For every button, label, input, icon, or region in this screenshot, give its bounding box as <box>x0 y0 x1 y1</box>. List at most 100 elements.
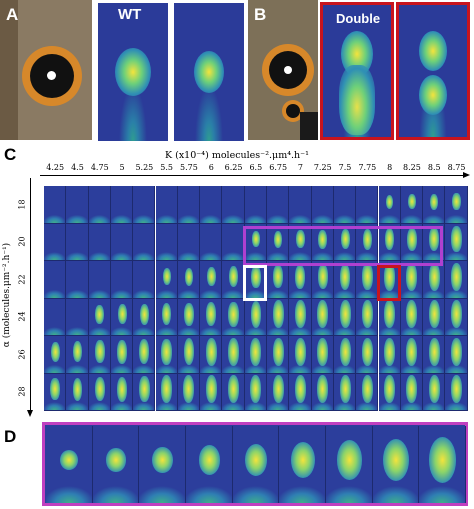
grid-cell <box>133 373 156 411</box>
white-highlight-box <box>243 265 267 301</box>
grid-cell <box>66 336 89 374</box>
panel-d-cell <box>326 426 373 503</box>
grid-cell-spot <box>361 263 373 291</box>
grid-cell <box>200 261 223 299</box>
grid-cell-spot <box>116 376 128 402</box>
grid-cell-spot <box>161 303 172 326</box>
panel-d-spot <box>106 448 126 472</box>
grid-cell-spot <box>384 300 396 329</box>
grid-cell-spot <box>272 300 284 329</box>
grid-cell-spot <box>384 262 396 291</box>
grid-cell <box>445 298 468 336</box>
grid-cell <box>311 373 334 411</box>
y-tick-label: 18 <box>17 199 27 210</box>
panel-d-cell <box>419 426 466 503</box>
grid-cell-spot <box>184 302 194 326</box>
grid-cell-spot <box>139 303 149 325</box>
panel-a-label: A <box>6 5 19 24</box>
grid-cell <box>333 223 357 261</box>
grid-cell-spot <box>428 262 440 291</box>
double-sim-1-spot-stem <box>339 65 375 135</box>
grid-cell <box>356 298 379 336</box>
grid-cell <box>200 186 223 224</box>
grid-cell <box>423 298 446 336</box>
grid-cell-spot <box>94 377 105 402</box>
panel-d-spot <box>382 438 410 482</box>
x-tick-label: 8 <box>387 163 393 172</box>
grid-cell <box>88 223 111 261</box>
grid-cell-spot <box>117 304 127 325</box>
grid-cell <box>177 186 201 224</box>
grid-cell-spot <box>361 337 373 366</box>
x-tick-label: 4.75 <box>90 163 109 172</box>
panel-d-cell <box>186 426 233 503</box>
grid-cell <box>155 373 178 411</box>
grid-cell <box>311 298 334 336</box>
x-tick-label: 5 <box>119 163 125 172</box>
grid-cell <box>88 373 111 411</box>
grid-cell <box>378 336 401 374</box>
panel-d-spot <box>152 446 173 474</box>
grid-cell <box>445 336 468 374</box>
grid-cell-spot <box>406 337 418 366</box>
grid-cell <box>244 223 267 261</box>
grid-cell <box>289 261 312 299</box>
grid-cell-spot <box>205 375 217 404</box>
eyespot-center <box>47 71 56 80</box>
grid-cell-spot <box>274 230 283 248</box>
y-tick-label: 28 <box>17 386 27 397</box>
grid-cell <box>423 186 446 224</box>
grid-cell <box>110 186 134 224</box>
grid-cell-spot <box>406 300 418 329</box>
panel-c-label: C <box>4 145 17 164</box>
grid-cell <box>222 336 245 374</box>
grid-cell <box>155 186 178 224</box>
grid-cell <box>289 298 312 336</box>
grid-cell-spot <box>272 375 284 404</box>
double-sim-1 <box>320 2 394 140</box>
grid-cell <box>400 186 424 224</box>
grid-cell-spot <box>161 338 172 365</box>
wing-edge <box>0 0 18 140</box>
grid-cell <box>110 373 134 411</box>
x-tick-label: 7.25 <box>313 163 332 172</box>
panel-b-label: B <box>254 5 267 24</box>
y-axis-line <box>30 178 31 410</box>
panel-a-wing-photo <box>0 0 92 140</box>
panel-d-spot <box>60 450 79 470</box>
grid-cell <box>66 223 89 261</box>
eyespot-center <box>284 66 292 74</box>
y-tick-label: 22 <box>17 274 27 285</box>
grid-cell-spot <box>94 340 105 364</box>
grid-cell-spot <box>429 227 440 252</box>
grid-cell-spot <box>385 194 394 209</box>
grid-cell-spot <box>228 266 239 287</box>
double-label: Double <box>336 11 381 26</box>
grid-cell <box>222 223 245 261</box>
grid-cell <box>378 298 401 336</box>
grid-cell-spot <box>228 337 240 366</box>
x-tick-label: 7.5 <box>338 163 352 172</box>
grid-cell <box>177 261 201 299</box>
grid-cell-spot <box>184 267 194 286</box>
grid-cell-spot <box>384 228 395 251</box>
grid-cell-spot <box>50 378 60 401</box>
grid-cell <box>155 261 178 299</box>
grid-cell <box>400 373 424 411</box>
wt-sim-2 <box>174 3 244 141</box>
grid-cell <box>267 336 290 374</box>
grid-cell <box>110 223 134 261</box>
grid-cell <box>445 223 468 261</box>
grid-cell <box>44 186 67 224</box>
grid-cell-spot <box>251 265 261 288</box>
grid-cell <box>133 261 156 299</box>
grid-cell-spot <box>340 229 350 250</box>
red-highlight-box <box>377 265 401 301</box>
grid-cell <box>267 186 290 224</box>
grid-cell-spot <box>228 375 240 404</box>
grid-cell <box>44 336 67 374</box>
grid-cell-spot <box>162 268 171 286</box>
grid-cell-spot <box>317 375 329 404</box>
grid-cell-spot <box>317 337 329 366</box>
grid-cell <box>200 336 223 374</box>
